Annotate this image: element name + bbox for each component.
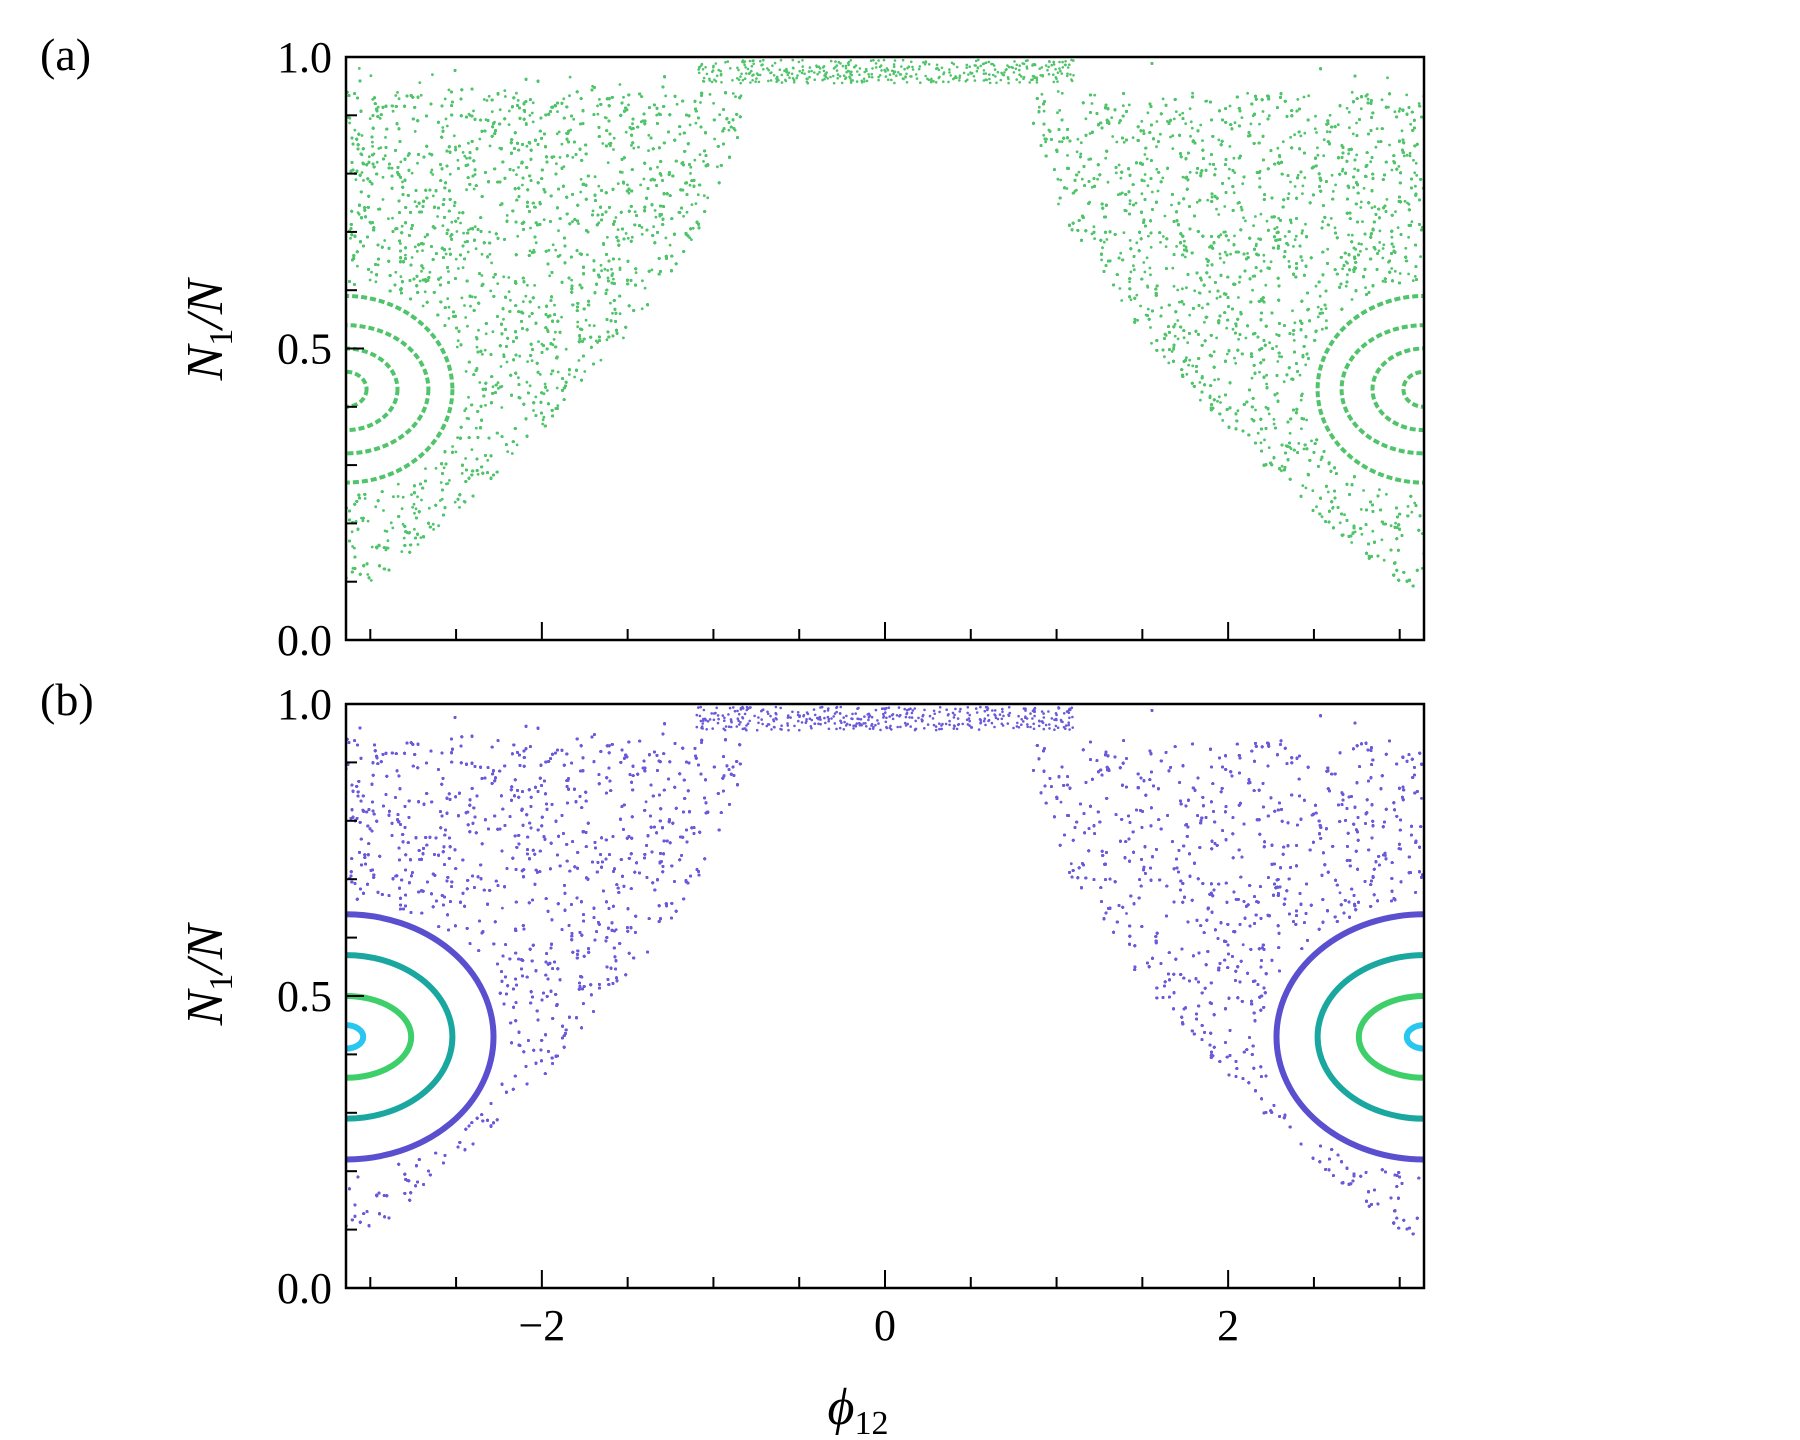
island-rings-b (346, 911, 1424, 1163)
chaotic-sea-points-a (346, 58, 1424, 588)
island-rings-a (346, 294, 1424, 485)
chaotic-sea-points-b (346, 705, 1424, 1236)
plot-panel-a (346, 58, 1424, 588)
plot-body-a (346, 58, 1424, 588)
ylabel-b: N1/N (177, 921, 240, 1026)
panel-label-a: (a) (40, 29, 91, 80)
ytick-label-a: 1.0 (277, 33, 332, 82)
ytick-label-a: 0.0 (277, 616, 332, 665)
xlabel: ϕ12 (828, 1379, 889, 1440)
ytick-label-b: 1.0 (277, 680, 332, 729)
plot-panel-b (346, 705, 1424, 1236)
axis-frames: 0.0 0.5 1.0 0.0 0.5 1.0 −2 0 2 (277, 33, 1426, 1350)
panel-label-b: (b) (40, 674, 94, 725)
ylabel-a: N1/N (177, 276, 240, 381)
plot-body-b (346, 705, 1424, 1236)
ytick-label-a: 0.5 (277, 325, 332, 374)
xtick-label-b: 2 (1217, 1301, 1239, 1350)
xtick-label-b: 0 (874, 1301, 896, 1350)
ytick-label-b: 0.0 (277, 1264, 332, 1313)
xtick-label-b: −2 (518, 1301, 565, 1350)
ytick-label-b: 0.5 (277, 972, 332, 1021)
